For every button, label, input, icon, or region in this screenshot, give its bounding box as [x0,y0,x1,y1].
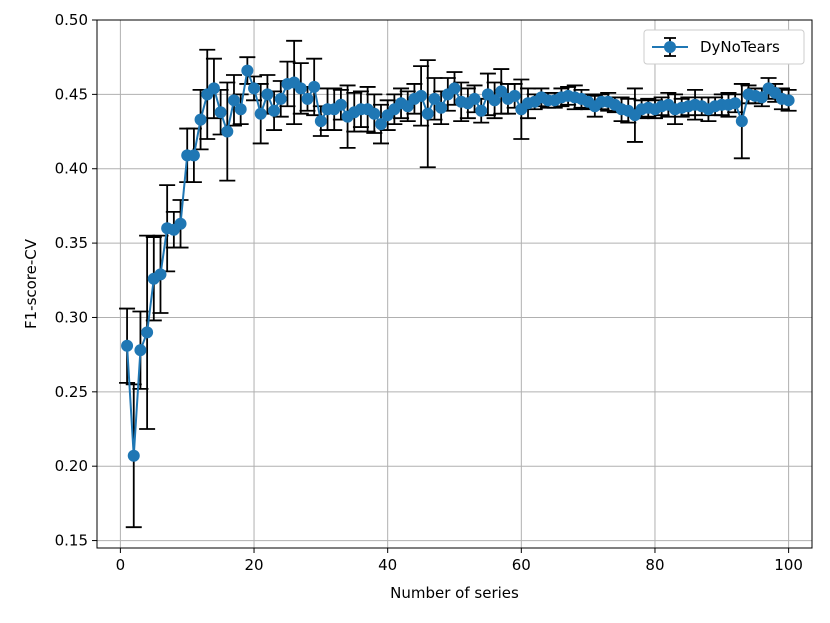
data-point [415,89,428,102]
data-point [301,92,314,105]
data-point [187,149,200,162]
y-tick-label: 0.40 [55,160,88,178]
axis-ticks: 0 20 40 60 80 100 0.15 0.20 0.25 0.30 0.35 0.40 0.45… [55,11,803,574]
data-point [428,92,441,105]
data-point [127,449,140,462]
data-point [475,104,488,117]
data-point [221,125,234,138]
y-tick-label: 0.45 [55,85,88,103]
data-point [241,64,254,77]
data-point [729,97,742,110]
data-point [448,82,461,95]
data-point [334,98,347,111]
legend-marker-swatch [664,41,676,53]
y-axis-label: F1-score-CV [22,238,40,329]
x-tick-label: 80 [645,556,664,574]
legend: DyNoTears [643,29,805,65]
data-point [227,94,240,107]
data-point [134,344,147,357]
data-point [374,118,387,131]
y-tick-label: 0.35 [55,234,88,252]
y-tick-label: 0.50 [55,11,88,29]
data-point [468,92,481,105]
data-point [214,106,227,119]
data-point [735,115,748,128]
x-tick-label: 40 [378,556,397,574]
data-point [261,88,274,101]
data-point [121,339,134,352]
legend-box [643,29,805,65]
data-point [308,80,321,93]
x-axis-label: Number of series [390,584,519,602]
x-tick-label: 20 [244,556,263,574]
data-point [435,101,448,114]
data-point [294,82,307,95]
data-point [508,89,521,102]
data-point [268,104,281,117]
data-point [254,107,267,120]
data-point [207,82,220,95]
data-point [234,103,247,116]
y-tick-label: 0.20 [55,457,88,475]
data-point [755,91,768,104]
x-tick-label: 100 [774,556,803,574]
y-tick-label: 0.25 [55,383,88,401]
data-point [274,92,287,105]
y-tick-label: 0.30 [55,308,88,326]
data-point [154,268,167,281]
plot-frame [96,19,813,549]
data-point [174,217,187,230]
y-tick-label: 0.15 [55,532,88,550]
data-point [421,107,434,120]
data-point [782,94,795,107]
data-point [314,115,327,128]
legend-label: DyNoTears [700,38,780,56]
data-point [141,326,154,339]
data-point [194,113,207,126]
series-points [121,64,795,462]
x-tick-label: 0 [116,556,126,574]
data-point [488,94,501,107]
data-point [368,107,381,120]
x-tick-label: 60 [512,556,531,574]
data-point [248,82,261,95]
